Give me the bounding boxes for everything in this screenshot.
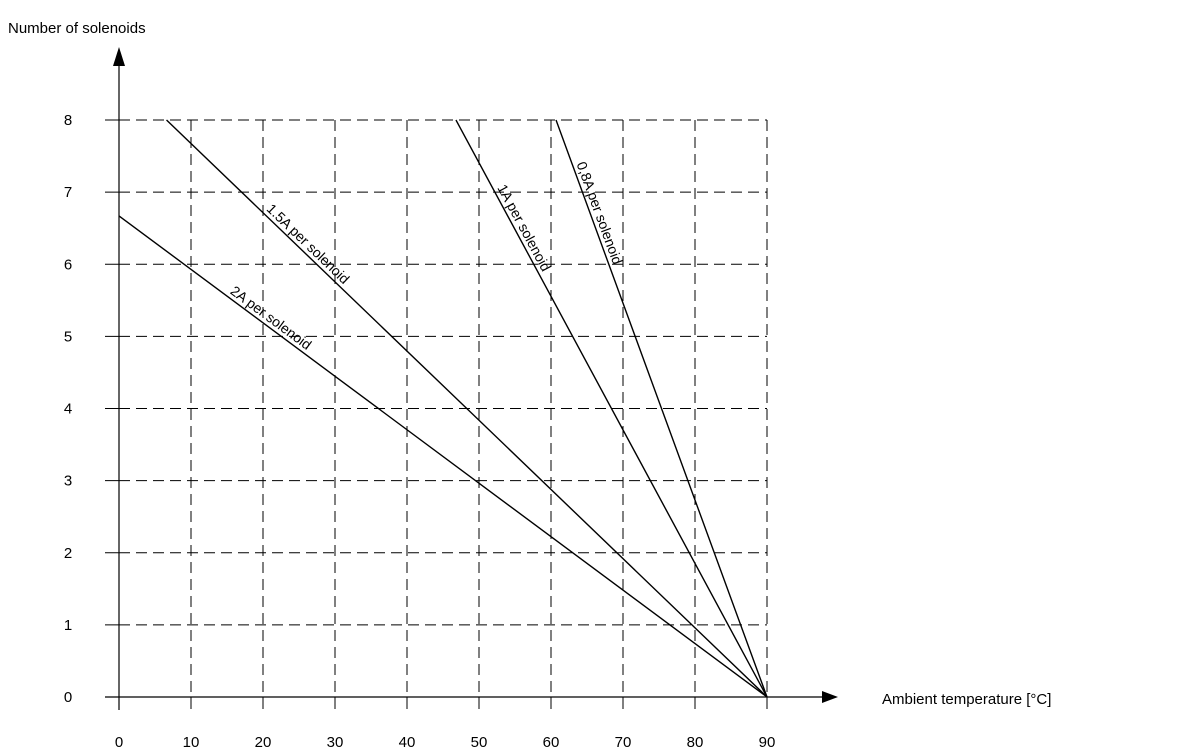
y-tick-label: 7 [64, 184, 72, 201]
y-tick-label: 6 [64, 256, 72, 273]
x-tick-label: 10 [183, 734, 200, 751]
y-tick-label: 5 [64, 328, 72, 345]
x-tick-label: 80 [687, 734, 704, 751]
series-line [455, 119, 768, 698]
series-label: 1A per solenoid [494, 181, 554, 274]
y-tick-label: 0 [64, 689, 72, 706]
y-axis-label: Number of solenoids [8, 20, 146, 37]
x-tick-label: 30 [327, 734, 344, 751]
y-tick-label: 2 [64, 545, 72, 562]
y-tick-label: 3 [64, 473, 72, 490]
y-tick-label: 8 [64, 112, 72, 129]
grid [119, 119, 768, 697]
series-line [555, 119, 768, 698]
x-tick-label: 90 [759, 734, 776, 751]
ticks: 0 10 20 30 40 50 60 70 80 90 0 1 2 3 4 5 6 7 8 [64, 112, 776, 751]
axes [105, 47, 838, 710]
y-axis-arrow [113, 47, 125, 66]
x-tick-label: 0 [115, 734, 123, 751]
x-axis-label: Ambient temperature [°C] [882, 691, 1051, 708]
series-line [118, 215, 768, 698]
x-tick-label: 50 [471, 734, 488, 751]
series-label: 0,8A per solenoid [574, 159, 626, 266]
y-tick-label: 4 [64, 401, 72, 418]
series-line [166, 119, 768, 698]
x-tick-label: 60 [543, 734, 560, 751]
x-tick-label: 20 [255, 734, 272, 751]
x-tick-label: 40 [399, 734, 416, 751]
series-label: 2A per solenoid [228, 282, 315, 352]
y-tick-label: 1 [64, 617, 72, 634]
series-label: 1.5A per solenoid [264, 200, 353, 287]
x-axis-arrow [822, 691, 838, 703]
x-tick-label: 70 [615, 734, 632, 751]
